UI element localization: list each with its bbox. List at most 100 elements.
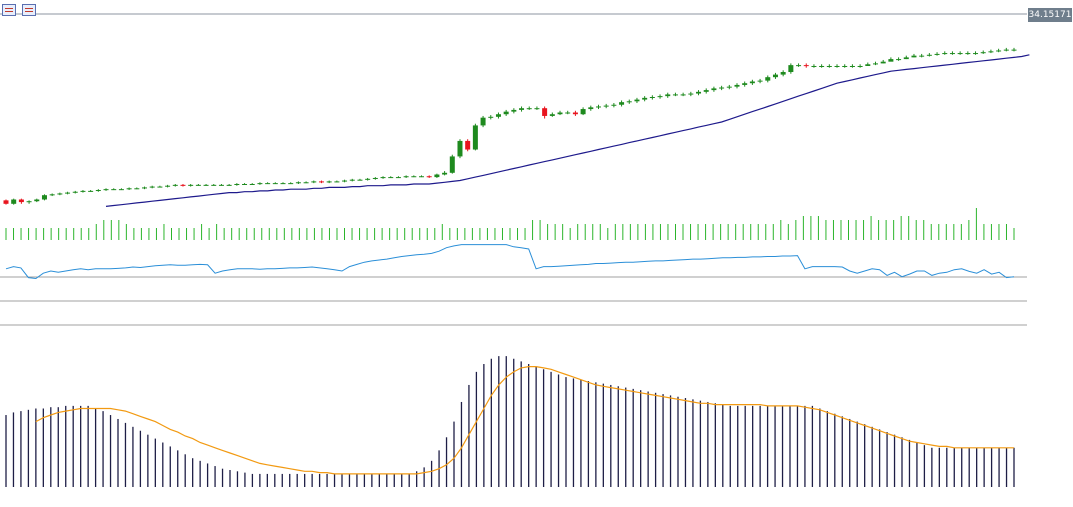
candle-body xyxy=(973,53,979,55)
candle-body xyxy=(565,112,571,114)
candle-body xyxy=(311,181,317,183)
candle-body xyxy=(272,183,278,185)
candle-body xyxy=(549,114,555,116)
candle-body xyxy=(249,183,255,185)
candle-body xyxy=(988,51,994,53)
chart-toolbar xyxy=(2,4,36,16)
candle-body xyxy=(719,87,725,89)
candle-body xyxy=(749,81,755,84)
candle-body xyxy=(257,183,263,185)
candle-body xyxy=(957,53,963,55)
candle-body xyxy=(11,199,17,204)
candle-body xyxy=(349,179,355,181)
candle-body xyxy=(280,183,286,185)
candle-body xyxy=(711,88,717,91)
candle-body xyxy=(180,184,186,186)
candle-body xyxy=(157,186,163,188)
candle-body xyxy=(626,101,632,103)
candle-body xyxy=(449,156,455,173)
candle-body xyxy=(672,94,678,96)
signal-line xyxy=(35,366,1014,475)
candle-body xyxy=(788,65,794,73)
candle-body xyxy=(419,176,425,178)
candle-body xyxy=(388,177,394,179)
candle-body xyxy=(403,176,409,178)
candle-body xyxy=(72,191,78,193)
candle-body xyxy=(480,117,486,126)
candle-body xyxy=(411,176,417,178)
template-icon[interactable] xyxy=(22,4,36,16)
candle-body xyxy=(680,94,686,96)
candle-body xyxy=(226,184,232,186)
candle-body xyxy=(426,176,432,178)
candle-body xyxy=(18,199,24,203)
candle-body xyxy=(395,177,401,179)
candle-body xyxy=(342,180,348,182)
candle-body xyxy=(188,184,194,186)
candle-body xyxy=(872,63,878,65)
candle-body xyxy=(126,188,132,190)
candle-body xyxy=(911,55,917,58)
last-price-label: 34.15171 xyxy=(1028,8,1072,22)
candle-body xyxy=(572,112,578,115)
candle-body xyxy=(896,59,902,61)
candle-body xyxy=(903,57,909,60)
candle-body xyxy=(557,112,563,115)
candle-body xyxy=(380,177,386,179)
candle-body xyxy=(57,193,63,195)
candle-body xyxy=(542,108,548,116)
candle-body xyxy=(365,178,371,180)
candle-body xyxy=(534,108,540,110)
candle-body xyxy=(488,116,494,118)
candle-body xyxy=(665,94,671,97)
candle-body xyxy=(103,189,109,191)
candle-body xyxy=(211,184,217,186)
candle-body xyxy=(657,96,663,98)
candle-body xyxy=(457,140,463,157)
candle-body xyxy=(772,74,778,78)
candle-body xyxy=(703,90,709,92)
candle-body xyxy=(165,185,171,187)
candle-body xyxy=(849,65,855,67)
candle-body xyxy=(303,182,309,184)
candle-body xyxy=(357,179,363,181)
candle-body xyxy=(742,83,748,85)
candle-body xyxy=(1003,49,1009,51)
candle-body xyxy=(242,183,248,185)
candle-body xyxy=(880,61,886,64)
candle-body xyxy=(949,53,955,55)
candle-body xyxy=(996,50,1002,52)
indicator-list-icon[interactable] xyxy=(2,4,16,16)
candle-body xyxy=(865,64,871,66)
candle-body xyxy=(472,125,478,150)
candle-body xyxy=(765,77,771,81)
candle-body xyxy=(118,189,124,191)
candle-body xyxy=(611,104,617,106)
candle-body xyxy=(149,186,155,188)
moving-average-line xyxy=(105,54,1030,207)
candle-body xyxy=(980,52,986,54)
candle-body xyxy=(34,199,40,202)
candle-body xyxy=(842,65,848,67)
candle-body xyxy=(857,65,863,67)
candle-body xyxy=(95,190,101,192)
candle-body xyxy=(495,114,501,117)
candle-body xyxy=(526,108,532,110)
candle-body xyxy=(826,65,832,67)
candle-body xyxy=(965,53,971,55)
candle-body xyxy=(595,106,601,108)
candle-body xyxy=(318,181,324,183)
candle-body xyxy=(811,65,817,67)
candle-body xyxy=(642,97,648,100)
candle-body xyxy=(934,53,940,55)
candle-body xyxy=(1011,49,1017,51)
candle-body xyxy=(519,108,525,110)
candle-body xyxy=(195,184,201,186)
candle-body xyxy=(834,65,840,67)
candle-body xyxy=(234,183,240,185)
candle-body xyxy=(372,177,378,179)
candle-body xyxy=(726,86,732,88)
candle-body xyxy=(619,102,625,105)
candle-body xyxy=(65,192,71,194)
